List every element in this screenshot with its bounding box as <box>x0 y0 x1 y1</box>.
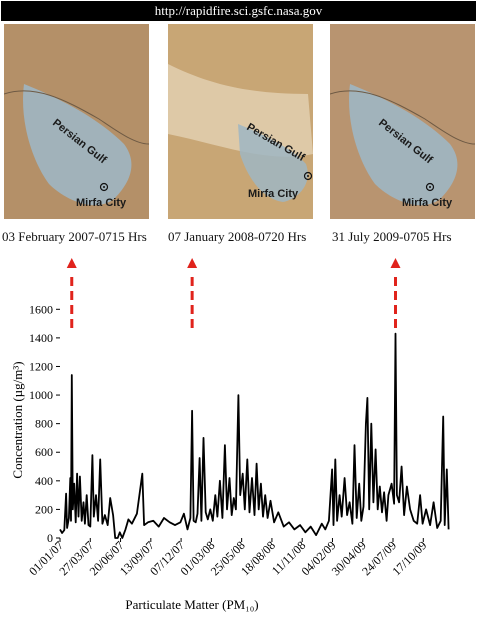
y-tick-label: 400 <box>35 474 53 488</box>
city-label: Mirfa City <box>248 188 299 200</box>
caption-image-1: 03 February 2007-0715 Hrs <box>2 229 147 244</box>
coastline <box>4 90 149 145</box>
y-axis-label: Concentration (µg/m³) <box>10 361 25 478</box>
city-marker <box>99 182 109 192</box>
x-axis: 01/01/0727/03/0720/06/0713/09/0707/12/07… <box>26 538 429 578</box>
satellite-image-1: Persian Gulf Mirfa City <box>4 24 149 219</box>
city-marker <box>303 171 313 181</box>
y-tick-label: 1000 <box>29 388 53 402</box>
source-url: http://rapidfire.sci.gsfc.nasa.gov <box>154 3 323 18</box>
coastline <box>330 90 475 145</box>
gulf-water <box>23 84 132 206</box>
y-tick-label: 0 <box>47 531 53 545</box>
event-arrows <box>66 258 401 328</box>
city-marker <box>425 182 435 192</box>
y-tick-label: 1200 <box>29 359 53 373</box>
y-axis: 0 200 400 600 800 1000 1200 1400 1600 <box>29 302 60 545</box>
y-tick-label: 800 <box>35 417 53 431</box>
city-label: Mirfa City <box>76 197 127 209</box>
satellite-image-2: Persian Gulf Mirfa City <box>168 24 313 219</box>
satellite-image-3: Persian Gulf Mirfa City <box>330 24 475 219</box>
event-arrow-head <box>66 258 77 268</box>
event-arrow-head <box>390 258 401 268</box>
event-arrow-head <box>187 258 198 268</box>
gulf-water <box>238 124 308 202</box>
y-tick-label: 1600 <box>29 302 53 316</box>
x-tick-label: 17/10/09 <box>389 538 429 578</box>
y-tick-label: 200 <box>35 502 53 516</box>
source-url-bar: http://rapidfire.sci.gsfc.nasa.gov <box>1 1 476 21</box>
y-tick-label: 600 <box>35 445 53 459</box>
city-label: Mirfa City <box>402 197 453 209</box>
caption-image-3: 31 July 2009-0705 Hrs <box>332 229 452 244</box>
caption-image-2: 07 January 2008-0720 Hrs <box>168 229 307 244</box>
pm10-chart: 0 200 400 600 800 1000 1200 1400 1600 01/01/0727… <box>10 258 450 612</box>
x-axis-label: Particulate Matter (PM₁₀) <box>125 597 258 612</box>
dust-plume <box>168 64 313 157</box>
gulf-water <box>349 84 458 206</box>
y-tick-label: 1400 <box>29 331 53 345</box>
series-line-pm10 <box>59 332 450 539</box>
